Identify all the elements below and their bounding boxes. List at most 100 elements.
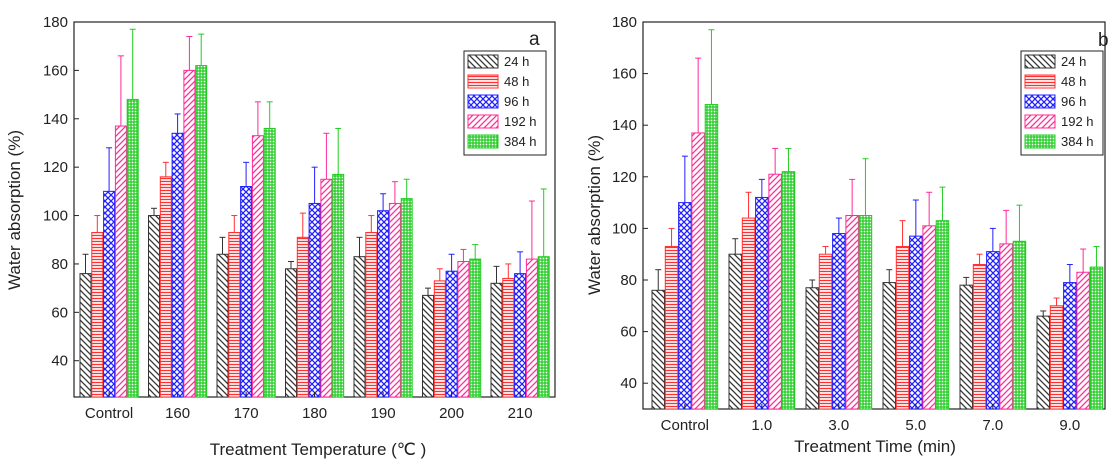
- legend-label: 96 h: [504, 94, 529, 109]
- y-tick-label: 100: [612, 220, 637, 237]
- bar-96h-180: [308, 202, 321, 398]
- bar-192h-Control: [114, 125, 127, 398]
- bar-48h-210: [502, 277, 515, 398]
- bar-48h-5.0: [895, 245, 910, 410]
- y-tick-label: 160: [43, 62, 68, 79]
- bar-96h-210: [514, 273, 527, 398]
- legend-label: 24 h: [1061, 54, 1086, 69]
- y-tick-label: 180: [43, 14, 68, 31]
- legend-label: 384 h: [504, 134, 537, 149]
- x-tick-label: 1.0: [751, 417, 772, 434]
- legend-swatch: [1024, 74, 1056, 89]
- bar-48h-160: [159, 176, 172, 398]
- x-tick-label: 7.0: [982, 417, 1003, 434]
- bar-192h-210: [525, 258, 538, 398]
- panel-letter: a: [529, 29, 540, 50]
- bar-192h-5.0: [922, 225, 936, 410]
- bar-24h-Control: [79, 273, 92, 398]
- x-tick-label: 5.0: [905, 417, 926, 434]
- y-tick-label: 40: [51, 353, 68, 370]
- bar-96h-3.0: [832, 233, 846, 410]
- legend-swatch: [1024, 54, 1056, 69]
- bar-24h-160: [148, 215, 160, 398]
- plot-frame: [642, 21, 1106, 410]
- legend-label: 192 h: [504, 114, 537, 129]
- legend-swatch: [467, 54, 499, 69]
- legend-label: 24 h: [504, 54, 529, 69]
- x-tick-label: 210: [508, 405, 533, 422]
- bar-48h-Control: [91, 231, 104, 398]
- bar-384h-Control: [704, 104, 719, 410]
- bar-192h-160: [183, 69, 196, 398]
- bar-96h-170: [240, 186, 253, 398]
- legend-swatch: [467, 94, 499, 109]
- bar-192h-1.0: [768, 173, 782, 410]
- bar-48h-190: [365, 231, 378, 398]
- legend-label: 48 h: [1061, 74, 1086, 89]
- bar-96h-5.0: [909, 235, 923, 410]
- bar-24h-180: [285, 268, 297, 398]
- bar-384h-200: [469, 258, 482, 398]
- bar-192h-200: [457, 261, 470, 398]
- bar-384h-160: [195, 65, 208, 398]
- x-tick-label: 190: [371, 405, 396, 422]
- bar-192h-190: [388, 202, 401, 398]
- x-tick-label: 160: [165, 405, 190, 422]
- legend-label: 384 h: [1061, 134, 1094, 149]
- bar-96h-7.0: [986, 251, 1000, 410]
- bar-384h-5.0: [935, 220, 950, 410]
- bar-96h-160: [171, 132, 184, 398]
- bar-192h-7.0: [999, 243, 1013, 410]
- bar-192h-3.0: [845, 215, 859, 410]
- bar-96h-9.0: [1063, 282, 1077, 410]
- bar-384h-9.0: [1089, 266, 1104, 410]
- y-tick-label: 140: [43, 111, 68, 128]
- bar-192h-170: [251, 135, 264, 398]
- y-tick-label: 60: [51, 304, 68, 321]
- bar-96h-Control: [678, 202, 692, 410]
- y-tick-label: 160: [612, 66, 637, 83]
- bar-96h-1.0: [755, 196, 769, 410]
- x-tick-label: Control: [661, 417, 709, 434]
- bar-48h-7.0: [972, 264, 987, 410]
- bar-192h-180: [320, 178, 333, 398]
- y-tick-label: 40: [620, 375, 637, 392]
- bar-96h-200: [445, 270, 458, 398]
- legend-swatch: [467, 114, 499, 129]
- legend-swatch: [467, 74, 499, 89]
- bar-48h-170: [228, 231, 241, 398]
- bar-384h-170: [263, 127, 276, 398]
- legend-swatch: [1024, 94, 1056, 109]
- x-tick-label: 9.0: [1059, 417, 1080, 434]
- legend-swatch: [467, 134, 499, 149]
- bar-24h-1.0: [728, 253, 742, 410]
- bar-24h-3.0: [805, 287, 819, 410]
- legend-label: 96 h: [1061, 94, 1086, 109]
- y-axis-title: Water absorption (%): [585, 135, 604, 295]
- y-tick-label: 180: [612, 14, 637, 31]
- bar-48h-Control: [664, 245, 679, 410]
- bar-384h-180: [332, 173, 345, 398]
- bar-48h-3.0: [818, 253, 833, 410]
- legend: 24 h 48 h 96 h 192 h 384 h: [1020, 50, 1104, 156]
- y-tick-label: 60: [620, 324, 637, 341]
- bar-24h-170: [216, 253, 229, 398]
- panel-a-chart: 40 60 80 100 120 140 160 180 Control 160 170 180 190…: [5, 14, 556, 459]
- bar-384h-190: [400, 198, 413, 398]
- x-tick-label: 170: [234, 405, 259, 422]
- legend: 24 h 48 h 96 h 192 h 384 h: [463, 50, 547, 156]
- x-axis-title: Treatment Temperature (℃ ): [210, 440, 427, 459]
- y-tick-label: 80: [51, 256, 68, 273]
- y-tick-label: 80: [620, 272, 637, 289]
- bar-384h-Control: [126, 98, 139, 398]
- bar-24h-Control: [651, 289, 665, 410]
- bar-48h-1.0: [741, 217, 756, 410]
- bar-96h-Control: [103, 190, 116, 398]
- panel-b-chart: 40 60 80 100 120 140 160 180 Control 1.0 3.0 5.0 7.0…: [585, 14, 1109, 456]
- bar-24h-7.0: [959, 284, 973, 410]
- x-tick-label: 200: [439, 405, 464, 422]
- y-tick-label: 120: [612, 169, 637, 186]
- y-tick-label: 140: [612, 117, 637, 134]
- y-tick-label: 120: [43, 159, 68, 176]
